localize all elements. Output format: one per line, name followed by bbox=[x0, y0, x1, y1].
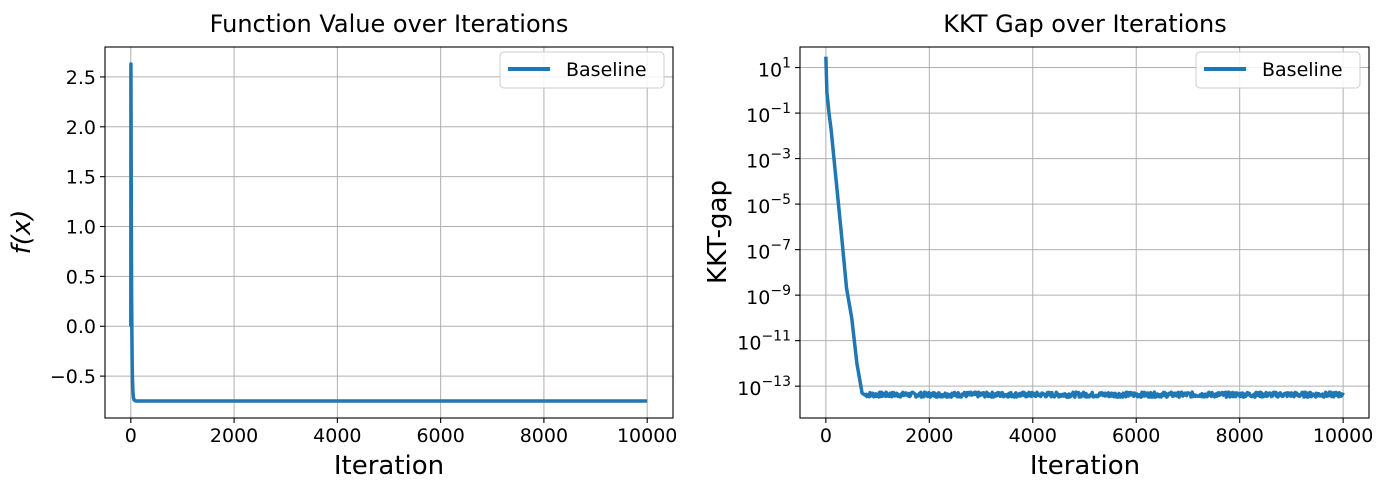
y-tick-label: 10−11 bbox=[737, 329, 791, 355]
y-tick-label: 2.5 bbox=[66, 67, 96, 89]
y-tick-label: 10−7 bbox=[746, 238, 791, 264]
series-line-baseline bbox=[824, 56, 1345, 399]
series-line-baseline bbox=[129, 62, 648, 403]
legend-label: Baseline bbox=[566, 59, 647, 81]
y-tick-label: −0.5 bbox=[50, 366, 96, 388]
y-axis-label: KKT-gap bbox=[703, 180, 733, 284]
x-tick-label: 10000 bbox=[617, 425, 677, 447]
y-tick-label: 101 bbox=[758, 56, 791, 82]
y-tick-label: 10−13 bbox=[737, 374, 791, 400]
grid bbox=[800, 47, 1369, 418]
y-tick-label: 1.5 bbox=[66, 167, 96, 189]
series-line-group bbox=[824, 56, 1345, 399]
y-tick-label: 10−1 bbox=[746, 101, 791, 127]
ticks: 0 2000 4000 6000 8000 10000 101 10−1 10−3 10−5 10−… bbox=[737, 56, 1373, 447]
legend-box bbox=[499, 51, 665, 89]
ticks: 0 2000 4000 6000 8000 10000 −0.5 0.0 0.5 1.0 1.5 2.… bbox=[50, 67, 678, 447]
legend-label: Baseline bbox=[1262, 59, 1343, 81]
kkt-gap-chart: KKT Gap over Iterations 0 2000 4000 6000 800… bbox=[703, 10, 1373, 481]
x-tick-label: 6000 bbox=[416, 425, 464, 447]
x-tick-label: 10000 bbox=[1313, 425, 1373, 447]
y-tick-label: 10−5 bbox=[746, 192, 791, 218]
y-tick-label: 2.0 bbox=[66, 117, 96, 139]
function-value-chart: Function Value over Iterations 0 2000 4000… bbox=[7, 10, 677, 481]
y-tick-label: 1.0 bbox=[66, 217, 96, 239]
x-tick-label: 6000 bbox=[1112, 425, 1160, 447]
plot-frame bbox=[799, 46, 1370, 419]
y-axis-label: f(x) bbox=[7, 210, 37, 255]
x-tick-label: 4000 bbox=[1009, 425, 1057, 447]
legend: Baseline bbox=[499, 51, 665, 89]
x-axis-label: Iteration bbox=[334, 451, 444, 481]
y-tick-label: 10−9 bbox=[746, 283, 791, 309]
x-tick-label: 4000 bbox=[313, 425, 361, 447]
y-tick-label: 0.5 bbox=[66, 266, 96, 288]
x-tick-label: 8000 bbox=[520, 425, 568, 447]
x-tick-label: 2000 bbox=[905, 425, 953, 447]
y-tick-label: 0.0 bbox=[66, 316, 96, 338]
x-tick-label: 0 bbox=[820, 425, 832, 447]
legend-box bbox=[1195, 51, 1361, 89]
x-axis-label: Iteration bbox=[1030, 451, 1140, 481]
grid bbox=[105, 47, 673, 418]
x-tick-label: 2000 bbox=[210, 425, 258, 447]
chart-title: Function Value over Iterations bbox=[210, 10, 569, 38]
chart-title: KKT Gap over Iterations bbox=[943, 10, 1227, 38]
series-line-group bbox=[129, 62, 648, 403]
x-tick-label: 0 bbox=[125, 425, 137, 447]
x-tick-label: 8000 bbox=[1216, 425, 1264, 447]
legend: Baseline bbox=[1195, 51, 1361, 89]
plot-frame bbox=[104, 46, 674, 419]
y-tick-label: 10−3 bbox=[746, 147, 791, 173]
